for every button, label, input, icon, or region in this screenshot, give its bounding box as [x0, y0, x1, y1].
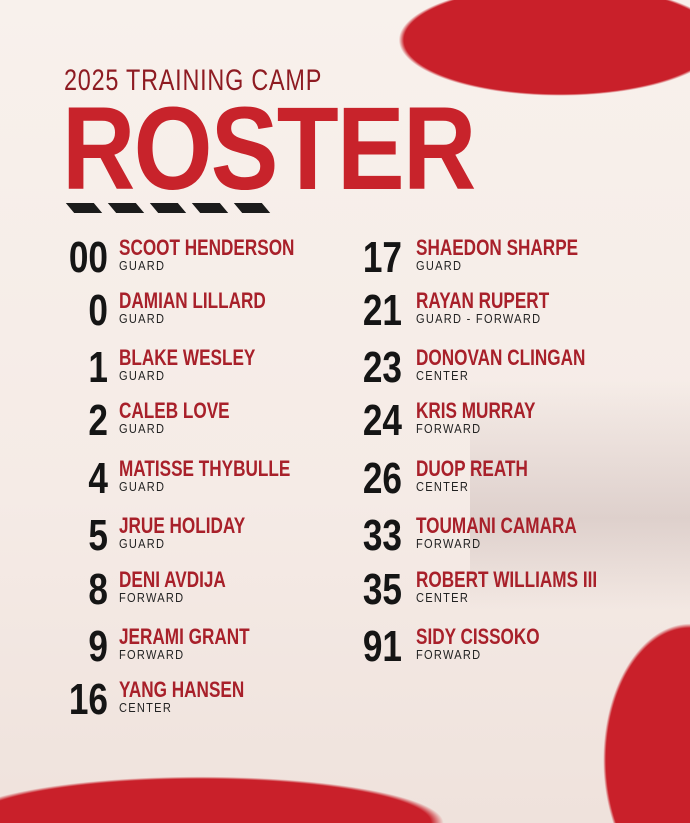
player-position: CENTER	[119, 700, 173, 715]
player-name: DAMIAN LILLARD	[119, 288, 266, 313]
player-name: KRIS MURRAY	[416, 398, 536, 423]
player-name: MATISSE THYBULLE	[119, 456, 291, 481]
jersey-number: 26	[362, 454, 402, 503]
player-position: CENTER	[416, 368, 470, 383]
player-position: GUARD	[119, 421, 166, 436]
jersey-number: 4	[88, 454, 108, 503]
jersey-number: 91	[362, 622, 402, 671]
player-position: FORWARD	[119, 590, 185, 605]
player-name: JRUE HOLIDAY	[119, 513, 246, 538]
player-name: DENI AVDIJA	[119, 567, 226, 592]
player-name: TOUMANI CAMARA	[416, 513, 577, 538]
player-position: GUARD	[119, 479, 166, 494]
decorative-dashes	[65, 203, 271, 213]
player-name: YANG HANSEN	[119, 677, 245, 702]
player-name: ROBERT WILLIAMS III	[416, 567, 598, 592]
arena-crowd-image	[470, 380, 690, 610]
player-position: GUARD	[119, 536, 166, 551]
jersey-number: 24	[362, 396, 402, 445]
player-position: FORWARD	[416, 421, 482, 436]
page-title: ROSTER	[62, 83, 476, 215]
jersey-number: 5	[88, 511, 108, 560]
player-position: GUARD	[119, 311, 166, 326]
player-name: BLAKE WESLEY	[119, 345, 256, 370]
jersey-number: 8	[88, 565, 108, 614]
player-position: GUARD - FORWARD	[416, 311, 542, 326]
player-position: FORWARD	[119, 647, 185, 662]
player-name: SCOOT HENDERSON	[119, 235, 295, 260]
jersey-number: 33	[362, 511, 402, 560]
player-position: CENTER	[416, 590, 470, 605]
player-position: GUARD	[119, 368, 166, 383]
player-position: FORWARD	[416, 536, 482, 551]
player-name: JERAMI GRANT	[119, 624, 250, 649]
player-position: CENTER	[416, 479, 470, 494]
jersey-number: 23	[362, 343, 402, 392]
player-name: DUOP REATH	[416, 456, 528, 481]
jersey-number: 35	[362, 565, 402, 614]
player-name: SIDY CISSOKO	[416, 624, 540, 649]
jersey-number: 9	[88, 622, 108, 671]
player-position: FORWARD	[416, 647, 482, 662]
jersey-number: 21	[362, 286, 402, 335]
player-position: GUARD	[416, 258, 463, 273]
jersey-number: 1	[88, 343, 108, 392]
player-name: DONOVAN CLINGAN	[416, 345, 586, 370]
jersey-number: 17	[362, 233, 402, 282]
jersey-number: 2	[88, 396, 108, 445]
player-position: GUARD	[119, 258, 166, 273]
player-name: RAYAN RUPERT	[416, 288, 550, 313]
jersey-number: 16	[68, 675, 108, 724]
player-name: SHAEDON SHARPE	[416, 235, 579, 260]
jersey-number: 00	[68, 233, 108, 282]
player-name: CALEB LOVE	[119, 398, 230, 423]
subtitle: 2025 TRAINING CAMP	[64, 64, 323, 97]
jersey-number: 0	[88, 286, 108, 335]
